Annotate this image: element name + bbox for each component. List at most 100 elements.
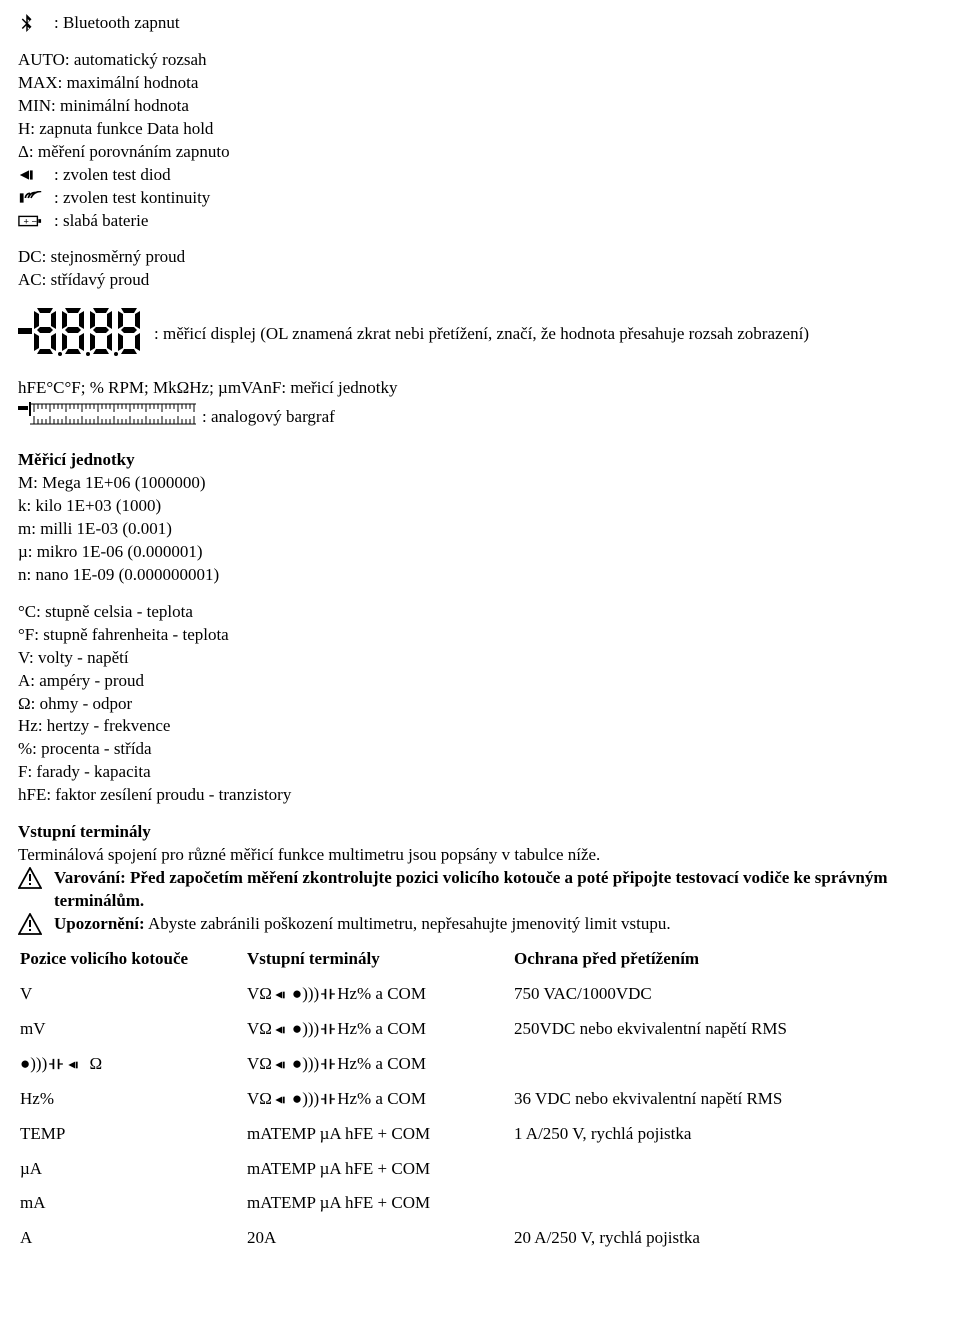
qty-line: A: ampéry - proud — [18, 670, 942, 693]
measuring-units-title: Měřicí jednotky — [18, 449, 942, 472]
legend-block-1: AUTO: automatický rozsah MAX: maximální … — [18, 49, 942, 233]
qty-line: °C: stupně celsia - teplota — [18, 601, 942, 624]
td: 36 VDC nebo ekvivalentní napětí RMS — [512, 1082, 942, 1117]
seven-segment-icon — [18, 306, 148, 363]
legend-row: : zvolen test kontinuity — [18, 187, 942, 210]
legend-row: : Bluetooth zapnut — [18, 12, 942, 35]
legend-line: DC: stejnosměrný proud — [18, 246, 942, 269]
td: A — [18, 1221, 245, 1256]
capacitor-icon — [49, 1058, 63, 1070]
unit-line: m: milli 1E-03 (0.001) — [18, 518, 942, 541]
table-row: mVVΩ●)))Hz% a COM 250VDC nebo ekvivalentn… — [18, 1012, 942, 1047]
qty-line: °F: stupně fahrenheita - teplota — [18, 624, 942, 647]
td: µA — [18, 1152, 245, 1187]
warning-icon — [18, 867, 54, 889]
td: 20A — [245, 1221, 512, 1256]
th: Ochrana před přetížením — [512, 942, 942, 977]
qty-line: Ω: ohmy - odpor — [18, 693, 942, 716]
td: ●))) Ω — [18, 1047, 245, 1082]
capacitor-icon — [321, 988, 335, 1000]
omega-row-cell: ●))) Ω — [20, 1054, 102, 1073]
legend-line: H: zapnuta funkce Data hold — [18, 118, 942, 141]
td: VΩ●)))Hz% a COM — [245, 977, 512, 1012]
table-row: Hz%VΩ●)))Hz% a COM 36 VDC nebo ekvivalent… — [18, 1082, 942, 1117]
diode-icon — [274, 1025, 290, 1035]
notice-row: Upozornění: Abyste zabránili poškození m… — [18, 913, 942, 936]
unit-line: µ: mikro 1E-06 (0.000001) — [18, 541, 942, 564]
continuity-icon — [18, 191, 54, 205]
unit-line: k: kilo 1E+03 (1000) — [18, 495, 942, 518]
bargraph-text: : analogový bargraf — [202, 406, 335, 429]
td — [512, 1047, 942, 1082]
terminal-v-cell: VΩ●)))Hz% a COM — [247, 1054, 426, 1073]
legend-line: MIN: minimální hodnota — [18, 95, 942, 118]
legend-text: : slabá baterie — [54, 210, 148, 233]
diode-icon — [274, 1095, 290, 1105]
legend-row: : slabá baterie — [18, 210, 942, 233]
legend-line: Δ: měření porovnáním zapnuto — [18, 141, 942, 164]
th: Pozice volicího kotouče — [18, 942, 245, 977]
td: mATEMP µA hFE + COM — [245, 1117, 512, 1152]
capacitor-icon — [321, 1058, 335, 1070]
qty-line: Hz: hertzy - frekvence — [18, 715, 942, 738]
terminal-v-cell: VΩ●)))Hz% a COM — [247, 984, 426, 1003]
unit-line: M: Mega 1E+06 (1000000) — [18, 472, 942, 495]
diode-icon — [18, 169, 54, 181]
battery-icon — [18, 214, 54, 228]
capacitor-icon — [321, 1023, 335, 1035]
td: VΩ●)))Hz% a COM — [245, 1012, 512, 1047]
terminal-v-cell: VΩ●)))Hz% a COM — [247, 1019, 426, 1038]
table-row: A20A20 A/250 V, rychlá pojistka — [18, 1221, 942, 1256]
diode-icon — [274, 990, 290, 1000]
legend-text: : Bluetooth zapnut — [54, 12, 180, 35]
legend-text: : zvolen test diod — [54, 164, 171, 187]
td: VΩ●)))Hz% a COM — [245, 1082, 512, 1117]
td: mATEMP µA hFE + COM — [245, 1186, 512, 1221]
qty-line: F: farady - kapacita — [18, 761, 942, 784]
qty-line: hFE: faktor zesílení proudu - tranzistor… — [18, 784, 942, 807]
legend-line: AUTO: automatický rozsah — [18, 49, 942, 72]
td: mA — [18, 1186, 245, 1221]
measuring-units-block: Měřicí jednotky M: Mega 1E+06 (1000000) … — [18, 449, 942, 587]
warning-icon — [18, 913, 54, 935]
td: 250VDC nebo ekvivalentní napětí RMS — [512, 1012, 942, 1047]
td: 1 A/250 V, rychlá pojistka — [512, 1117, 942, 1222]
td: 20 A/250 V, rychlá pojistka — [512, 1221, 942, 1256]
terminals-title: Vstupní terminály — [18, 821, 942, 844]
td: VΩ●)))Hz% a COM — [245, 1047, 512, 1082]
legend-row: : zvolen test diod — [18, 164, 942, 187]
warning-text: Varování: Před započetím měření zkontrol… — [54, 867, 942, 913]
td: TEMP — [18, 1117, 245, 1152]
quantities-block: °C: stupně celsia - teplota °F: stupně f… — [18, 601, 942, 807]
table-header-row: Pozice volicího kotouče Vstupní terminál… — [18, 942, 942, 977]
display-legend-row: : měřicí displej (OL znamená zkrat nebi … — [18, 306, 942, 363]
terminals-intro: Terminálová spojení pro různé měřicí fun… — [18, 844, 942, 867]
qty-line: %: procenta - střída — [18, 738, 942, 761]
terminal-v-cell: VΩ●)))Hz% a COM — [247, 1089, 426, 1108]
td: V — [18, 977, 245, 1012]
capacitor-icon — [321, 1093, 335, 1105]
legend-line: MAX: maximální hodnota — [18, 72, 942, 95]
bluetooth-icon — [18, 12, 54, 34]
td: Hz% — [18, 1082, 245, 1117]
bargraph-icon — [18, 400, 198, 435]
dc-ac-block: DC: stejnosměrný proud AC: střídavý prou… — [18, 246, 942, 292]
terminals-block: Vstupní terminály Terminálová spojení pr… — [18, 821, 942, 936]
table-row: TEMPmATEMP µA hFE + COM1 A/250 V, rychlá… — [18, 1117, 942, 1152]
table-row: VVΩ●)))Hz% a COM 750 VAC/1000VDC — [18, 977, 942, 1012]
th: Vstupní terminály — [245, 942, 512, 977]
legend-line: AC: střídavý proud — [18, 269, 942, 292]
units-line: hFE°C°F; % RPM; MkΩHz; µmVAnF: meřicí je… — [18, 377, 942, 400]
bargraph-row: : analogový bargraf — [18, 400, 335, 435]
td: 750 VAC/1000VDC — [512, 977, 942, 1012]
unit-line: n: nano 1E-09 (0.000000001) — [18, 564, 942, 587]
table-row: ●))) Ω VΩ●)))Hz% a COM — [18, 1047, 942, 1082]
terminals-table: Pozice volicího kotouče Vstupní terminál… — [18, 942, 942, 1256]
diode-icon — [274, 1060, 290, 1070]
diode-icon — [67, 1060, 83, 1070]
notice-text: Upozornění: Abyste zabránili poškození m… — [54, 913, 942, 936]
td: mV — [18, 1012, 245, 1047]
legend-text: : zvolen test kontinuity — [54, 187, 210, 210]
qty-line: V: volty - napětí — [18, 647, 942, 670]
display-legend-text: : měřicí displej (OL znamená zkrat nebi … — [154, 323, 809, 346]
